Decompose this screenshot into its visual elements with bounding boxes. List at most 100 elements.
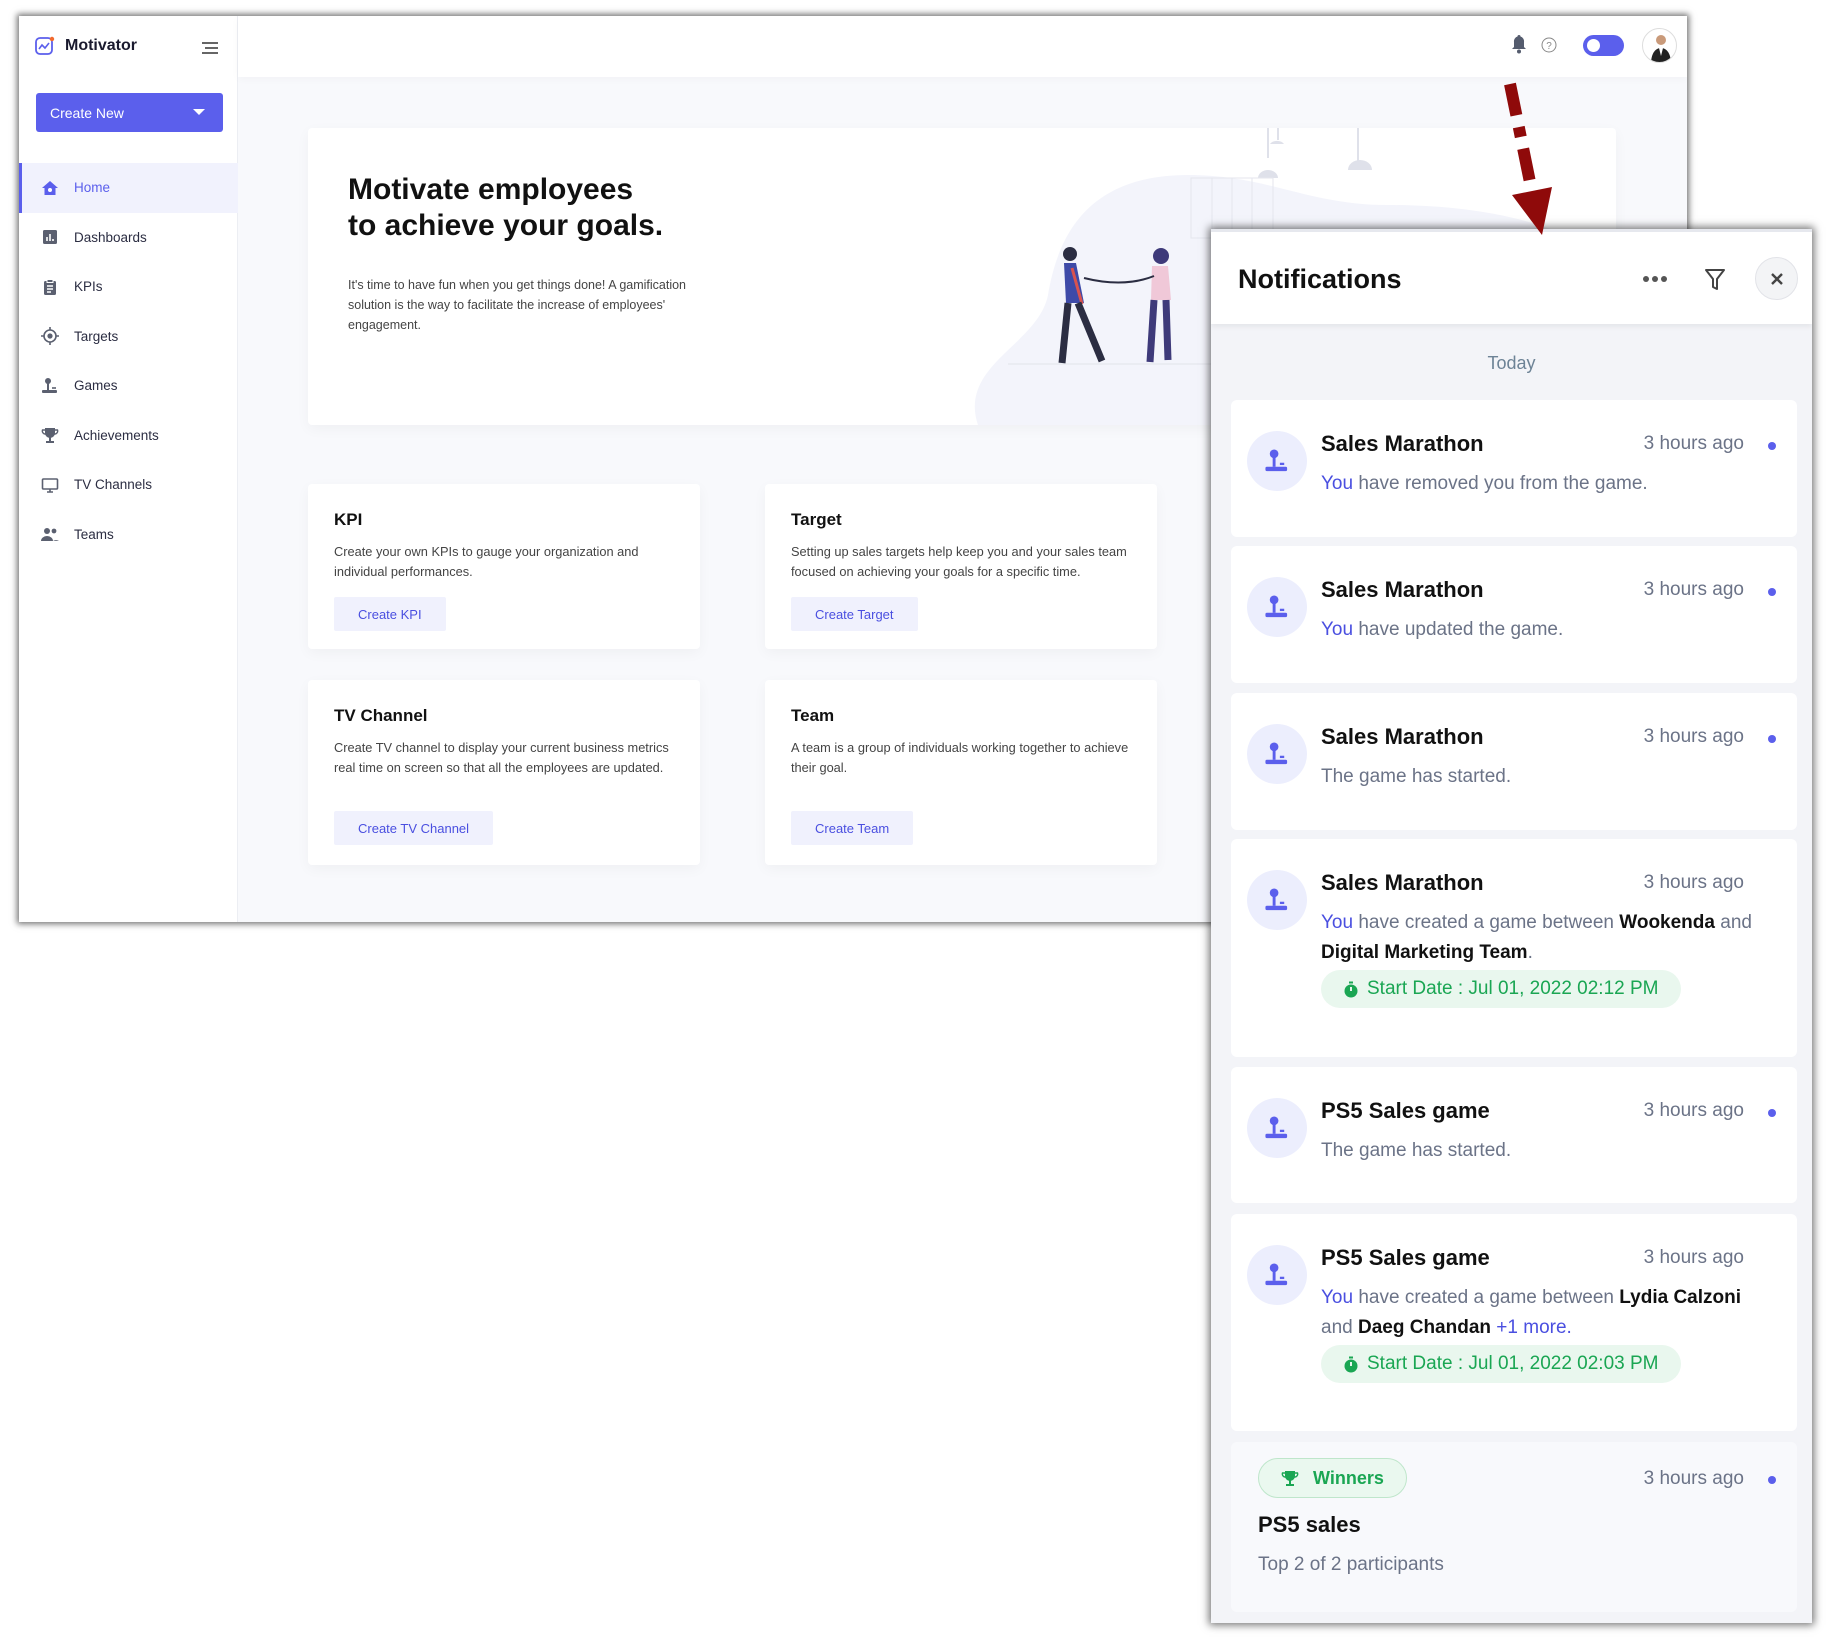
notification-item[interactable]: Sales Marathon 3 hours ago You have update… bbox=[1231, 546, 1797, 683]
unread-dot bbox=[1768, 442, 1776, 450]
notification-item[interactable]: Sales Marathon 3 hours ago You have remove… bbox=[1231, 400, 1797, 537]
notification-description: You have updated the game. bbox=[1321, 615, 1771, 645]
notification-text: have created a game between bbox=[1353, 1287, 1620, 1308]
create-new-button[interactable]: Create New bbox=[36, 93, 223, 132]
create-tv-channel-button[interactable]: Create TV Channel bbox=[334, 811, 494, 845]
top-bar: ? bbox=[238, 16, 1687, 77]
create-target-button[interactable]: Create Target bbox=[791, 597, 918, 631]
notification-title: Sales Marathon bbox=[1321, 870, 1484, 895]
text-connector: and bbox=[1714, 912, 1752, 933]
help-icon[interactable]: ? bbox=[1541, 37, 1557, 53]
notification-item[interactable]: Sales Marathon 3 hours ago The game has st… bbox=[1231, 693, 1797, 830]
notification-title: Sales Marathon bbox=[1321, 577, 1484, 602]
game-avatar bbox=[1247, 1098, 1307, 1158]
winner-notification[interactable]: Winners 3 hours ago PS5 sales Top 2 of 2… bbox=[1231, 1442, 1797, 1612]
game-avatar bbox=[1247, 1245, 1307, 1305]
notification-item[interactable]: Sales Marathon 3 hours ago You have create… bbox=[1231, 839, 1797, 1057]
bell-icon[interactable] bbox=[1511, 34, 1527, 54]
unread-dot bbox=[1768, 1109, 1776, 1117]
start-date-badge: Start Date : Jul 01, 2022 02:12 PM bbox=[1321, 970, 1681, 1008]
hero-title-line2: to achieve your goals. bbox=[348, 209, 664, 242]
card-description: A team is a group of individuals working… bbox=[791, 740, 1129, 775]
sidebar-item-achievements[interactable]: Achievements bbox=[19, 411, 238, 461]
card-title: Team bbox=[791, 706, 835, 725]
notification-text: have updated the game. bbox=[1353, 619, 1564, 640]
more-options-icon[interactable] bbox=[1643, 275, 1667, 283]
sidebar-item-label: Targets bbox=[74, 328, 119, 344]
annotation-arrow bbox=[1504, 82, 1552, 235]
notification-item[interactable]: PS5 Sales game 3 hours ago You have create… bbox=[1231, 1214, 1797, 1431]
create-kpi-button[interactable]: Create KPI bbox=[334, 597, 446, 631]
sidebar-item-targets[interactable]: Targets bbox=[19, 312, 238, 362]
notifications-panel: Notifications Today Sales Marathon 3 hour… bbox=[1211, 229, 1812, 1623]
joystick-icon bbox=[1265, 1263, 1288, 1286]
you-link[interactable]: You bbox=[1321, 912, 1354, 933]
card-title: KPI bbox=[334, 510, 363, 529]
svg-text:?: ? bbox=[1546, 41, 1552, 52]
logo[interactable]: Motivator bbox=[35, 36, 137, 56]
close-icon bbox=[1770, 272, 1783, 285]
team-card: Team A team is a group of individuals wo… bbox=[765, 680, 1157, 865]
card-title: TV Channel bbox=[334, 706, 428, 725]
hero-title: Motivate employees to achieve your goals. bbox=[348, 172, 663, 244]
card-description: Create TV channel to display your curren… bbox=[334, 740, 669, 775]
sidebar-item-label: Achievements bbox=[74, 427, 159, 443]
participant-name: Lydia Calzoni bbox=[1619, 1287, 1742, 1308]
start-date-text: Start Date : Jul 01, 2022 02:03 PM bbox=[1367, 1353, 1659, 1374]
create-team-button[interactable]: Create Team bbox=[791, 811, 914, 845]
user-photo-icon bbox=[1651, 35, 1671, 62]
hero-title-line1: Motivate employees bbox=[348, 173, 634, 206]
unread-dot bbox=[1768, 735, 1776, 743]
notification-description: The game has started. bbox=[1321, 1136, 1771, 1166]
close-button[interactable] bbox=[1755, 257, 1798, 300]
clipboard-icon bbox=[44, 278, 56, 295]
create-new-label: Create New bbox=[50, 104, 124, 121]
monitor-icon bbox=[41, 477, 59, 493]
sidebar-item-label: KPIs bbox=[74, 279, 103, 295]
you-link[interactable]: You bbox=[1321, 619, 1354, 640]
winners-badge: Winners bbox=[1258, 1458, 1407, 1498]
sidebar-item-label: TV Channels bbox=[74, 477, 153, 493]
hamburger-menu-icon[interactable] bbox=[202, 42, 218, 54]
sidebar-item-games[interactable]: Games bbox=[19, 361, 238, 411]
start-date-badge: Start Date : Jul 01, 2022 02:03 PM bbox=[1321, 1345, 1681, 1383]
trophy-icon bbox=[41, 428, 59, 444]
notification-time: 3 hours ago bbox=[1643, 1100, 1744, 1121]
sidebar-item-kpis[interactable]: KPIs bbox=[19, 262, 238, 312]
joystick-icon bbox=[42, 377, 57, 393]
notification-text: The game has started. bbox=[1321, 766, 1512, 787]
sidebar-item-dashboards[interactable]: Dashboards bbox=[19, 213, 238, 263]
notification-title: Sales Marathon bbox=[1321, 431, 1484, 456]
sidebar-item-label: Home bbox=[74, 180, 111, 196]
you-link[interactable]: You bbox=[1321, 473, 1354, 494]
hero-body: It's time to have fun when you get thing… bbox=[348, 278, 687, 332]
participant-name: Wookenda bbox=[1619, 912, 1715, 933]
notification-description: You have created a game between Wookenda… bbox=[1321, 908, 1771, 968]
card-description: Create your own KPIs to gauge your organ… bbox=[334, 544, 639, 579]
notification-time: 3 hours ago bbox=[1643, 1468, 1744, 1489]
tv-channel-card: TV Channel Create TV channel to display … bbox=[308, 680, 700, 865]
game-avatar bbox=[1247, 577, 1307, 637]
notification-title: PS5 Sales game bbox=[1321, 1098, 1490, 1123]
dashboard-icon bbox=[43, 230, 57, 245]
notification-text: Top 2 of 2 participants bbox=[1258, 1554, 1444, 1575]
notification-time: 3 hours ago bbox=[1643, 1247, 1744, 1268]
filter-icon[interactable] bbox=[1704, 268, 1726, 292]
notifications-title: Notifications bbox=[1238, 264, 1402, 294]
more-participants-link[interactable]: +1 more. bbox=[1491, 1317, 1572, 1338]
sidebar-item-tv-channels[interactable]: TV Channels bbox=[19, 460, 238, 510]
trophy-icon bbox=[1281, 1471, 1299, 1486]
sidebar-item-home[interactable]: Home bbox=[19, 163, 238, 213]
avatar[interactable] bbox=[1642, 28, 1677, 63]
notification-description: You have created a game between Lydia Ca… bbox=[1321, 1283, 1771, 1343]
you-link[interactable]: You bbox=[1321, 1287, 1354, 1308]
sidebar-item-teams[interactable]: Teams bbox=[19, 510, 238, 560]
notification-time: 3 hours ago bbox=[1643, 579, 1744, 600]
notification-item[interactable]: PS5 Sales game 3 hours ago The game has st… bbox=[1231, 1067, 1797, 1203]
game-avatar bbox=[1247, 724, 1307, 784]
notification-title: PS5 Sales game bbox=[1321, 1245, 1490, 1270]
notification-text: The game has started. bbox=[1321, 1140, 1512, 1161]
notification-text: have created a game between bbox=[1353, 912, 1620, 933]
theme-toggle[interactable] bbox=[1583, 35, 1624, 56]
game-avatar bbox=[1247, 431, 1307, 491]
